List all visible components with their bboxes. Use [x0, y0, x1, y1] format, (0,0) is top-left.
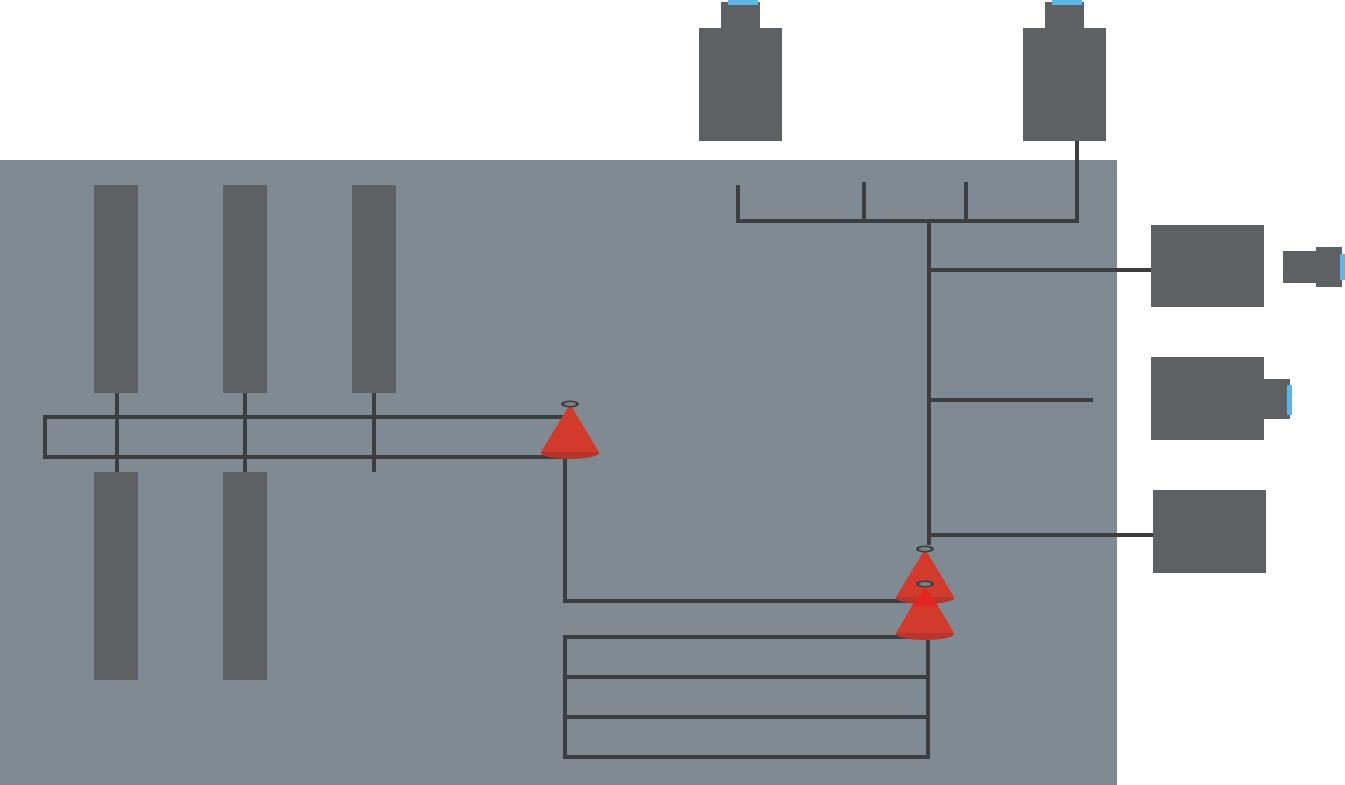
cone-nozzle-icon — [896, 580, 954, 640]
right-unit-2-nozzle — [1262, 379, 1290, 419]
nozzle-feed-line — [563, 457, 926, 603]
tank-lower-2 — [223, 472, 267, 680]
lower-tanks — [94, 472, 267, 680]
top-header — [736, 140, 1079, 223]
left-manifold-loop — [43, 415, 565, 459]
floor-area — [0, 160, 1117, 785]
indicator-light-icon — [1052, 0, 1082, 5]
top-unit-1-body — [699, 28, 782, 141]
top-unit-2 — [1023, 0, 1106, 141]
right-unit-3 — [1153, 490, 1266, 573]
cone-nozzle-icon — [896, 545, 954, 604]
tank-upper-1 — [94, 185, 138, 393]
top-unit-1-neck — [721, 2, 760, 30]
indicator-light-icon — [1287, 385, 1292, 415]
top-unit-2-neck — [1045, 2, 1084, 30]
small-device-body — [1283, 251, 1319, 283]
cone-nozzle-icon — [541, 400, 599, 459]
tank-lower-1 — [94, 472, 138, 680]
indicator-light-icon — [1340, 254, 1345, 280]
right-unit-2-body — [1151, 357, 1264, 440]
small-device — [1283, 247, 1345, 287]
tank-upper-3 — [352, 185, 396, 393]
upper-tanks — [94, 185, 396, 393]
top-unit-1 — [699, 0, 782, 141]
right-unit-1 — [1151, 225, 1264, 307]
tank-upper-2 — [223, 185, 267, 393]
indicator-light-icon — [728, 0, 758, 5]
piping-network — [43, 140, 1155, 759]
top-unit-2-body — [1023, 28, 1106, 141]
right-unit-2 — [1151, 357, 1292, 440]
small-device-head — [1316, 247, 1342, 287]
